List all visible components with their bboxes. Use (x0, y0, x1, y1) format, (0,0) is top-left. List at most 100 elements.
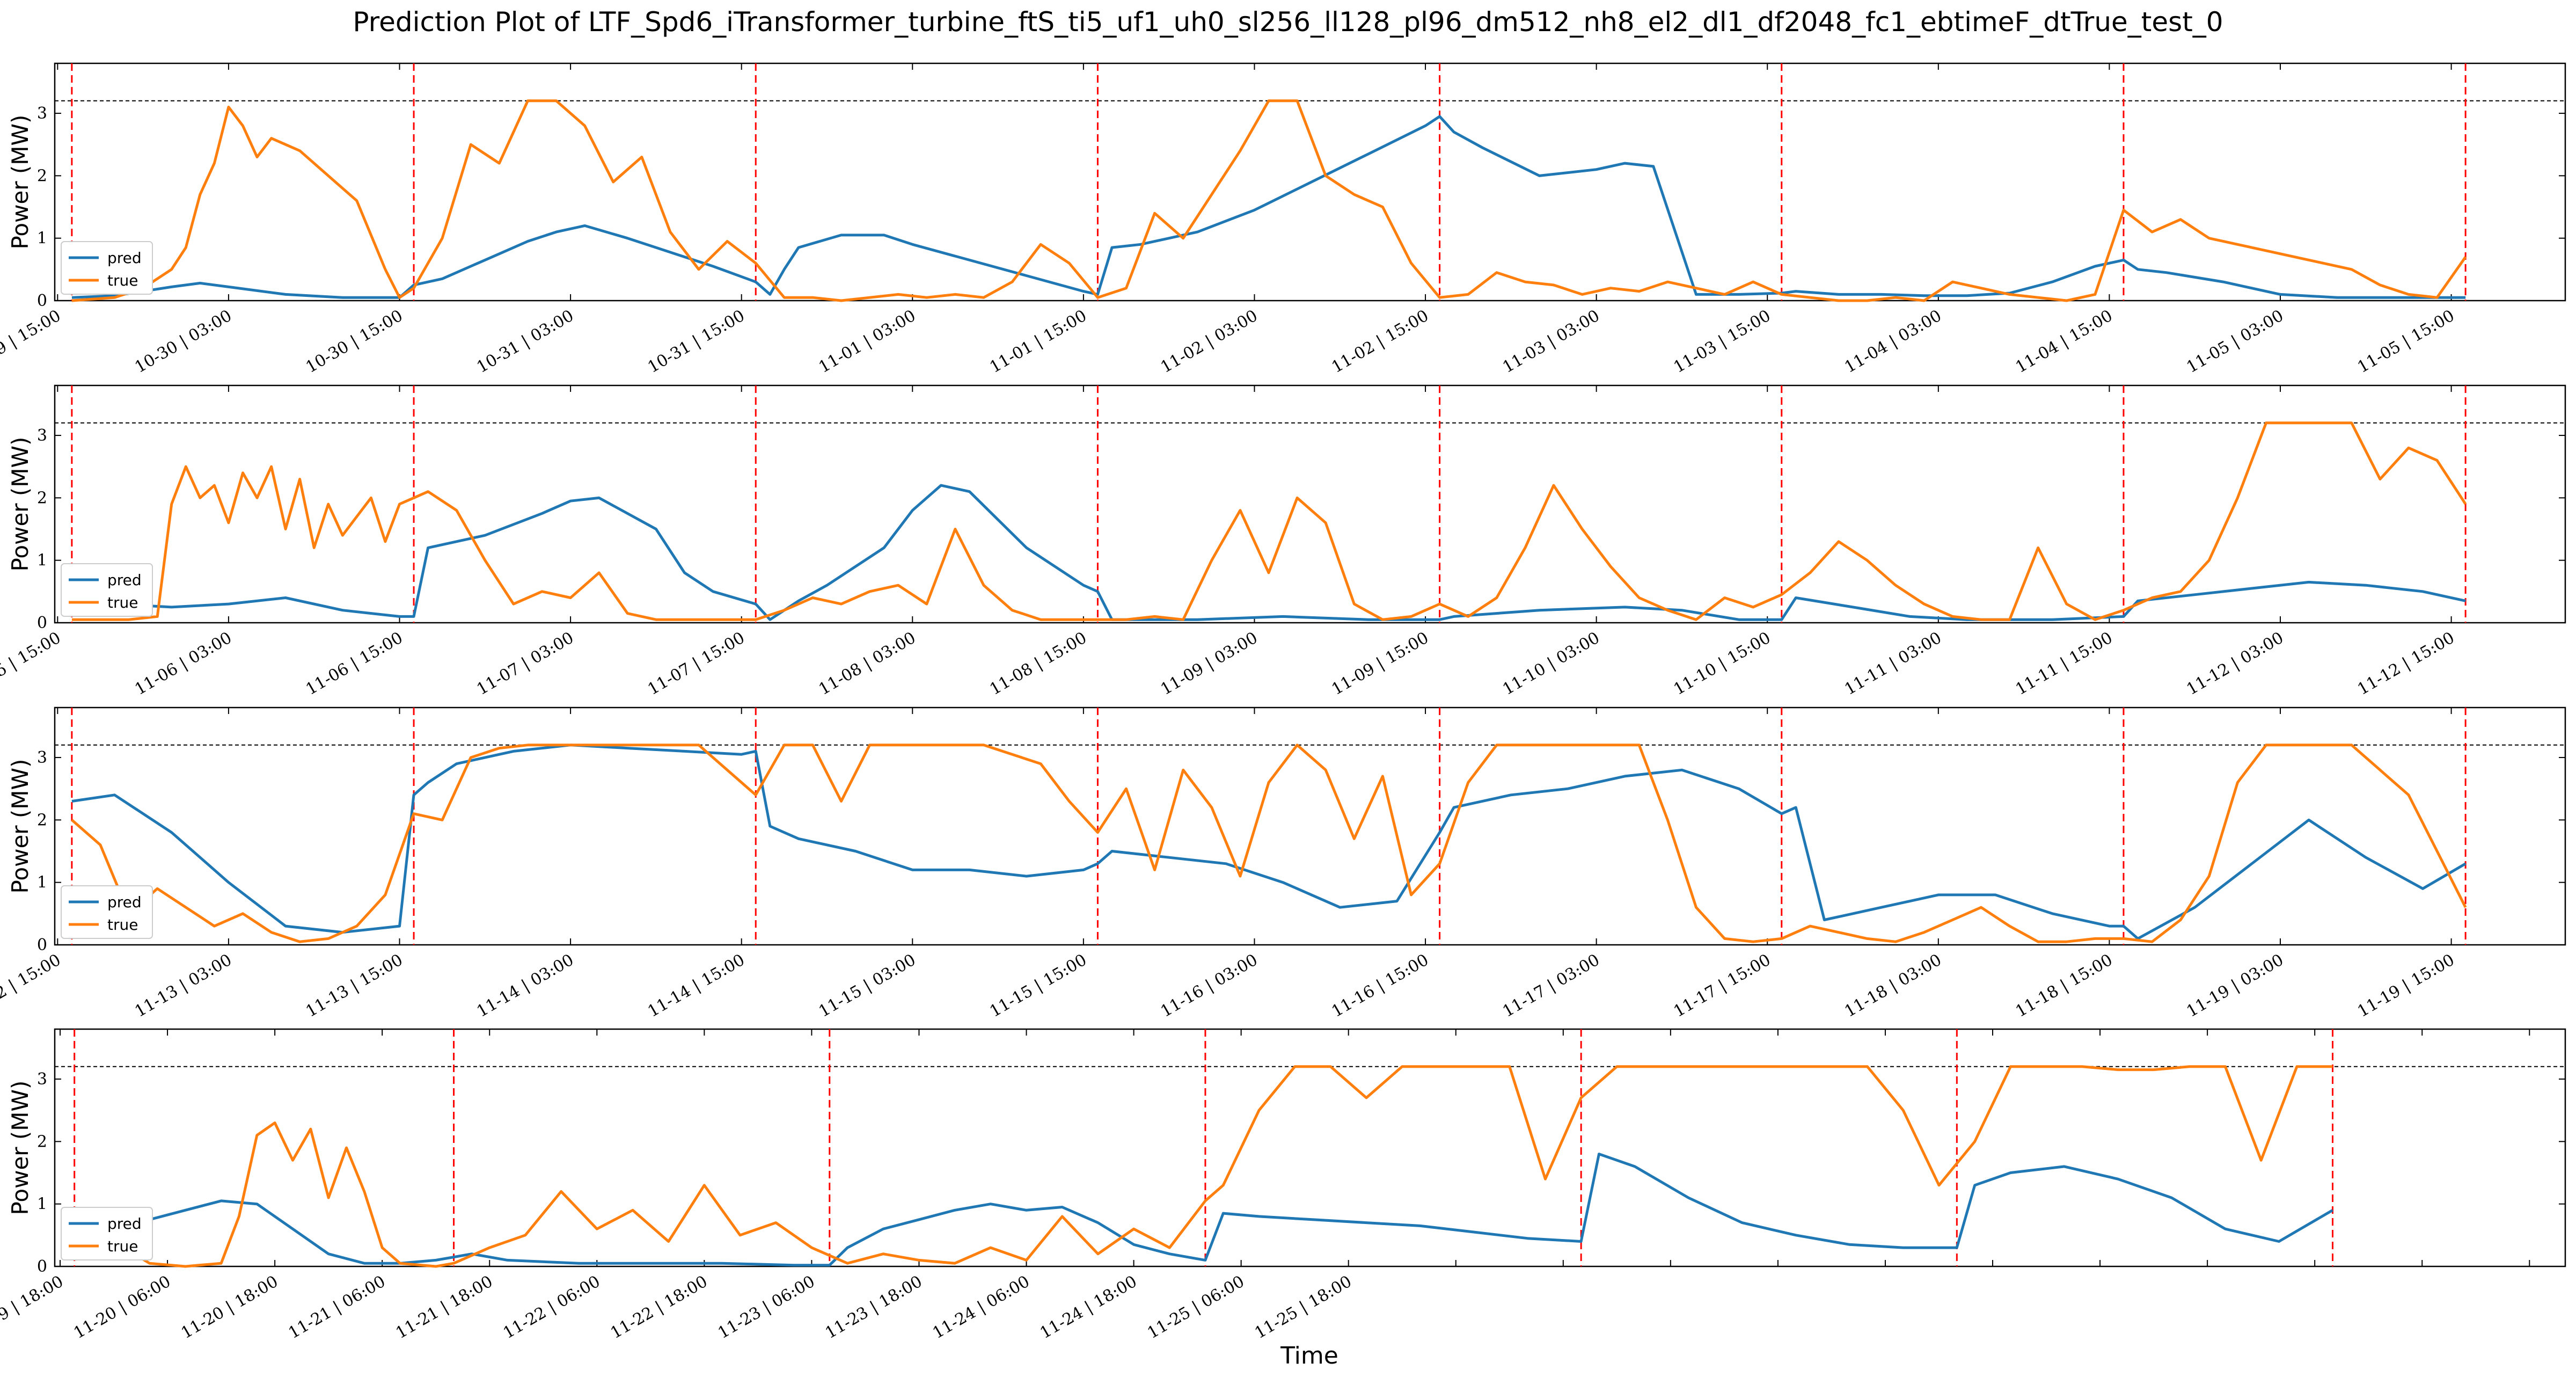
y-tick-label: 3 (37, 1070, 47, 1089)
y-tick-label: 3 (37, 104, 47, 123)
x-tick-label: 11-13 | 15:00 (303, 951, 406, 1021)
y-tick-label: 3 (37, 748, 47, 767)
legend: pred true (61, 885, 153, 939)
plot-frame (54, 1028, 2566, 1267)
x-tick-label: 11-05 | 15:00 (0, 629, 64, 699)
y-tick-label: 2 (37, 489, 47, 507)
y-tick-label: 0 (37, 614, 47, 632)
legend-label-pred: pred (107, 1215, 142, 1233)
x-tick-label: 11-19 | 18:00 (0, 1272, 67, 1343)
series-line-pred (71, 484, 2466, 621)
y-tick-label: 0 (37, 936, 47, 955)
y-tick-label: 2 (37, 1132, 47, 1151)
y-axis-label: Power (MW) (7, 115, 33, 250)
y-tick-label: 0 (37, 1257, 47, 1276)
x-tick-label: 10-30 | 15:00 (303, 307, 406, 377)
y-tick-label: 1 (37, 873, 47, 892)
legend: pred true (61, 563, 153, 617)
x-tick-label: 11-08 | 15:00 (986, 629, 1090, 699)
x-tick-label: 11-25 | 06:00 (1144, 1272, 1248, 1343)
x-tick-label: 11-03 | 15:00 (1671, 307, 1774, 377)
series-line-true (77, 1065, 2333, 1268)
x-tick-label: 11-22 | 18:00 (608, 1272, 711, 1343)
x-tick-label: 11-13 | 03:00 (131, 951, 235, 1021)
x-tick-label: 11-18 | 03:00 (1841, 951, 1945, 1021)
x-tick-label: 10-29 | 15:00 (0, 307, 64, 377)
x-tick-label: 11-24 | 18:00 (1037, 1272, 1140, 1343)
plot-frame (54, 384, 2566, 624)
x-tick-label: 11-20 | 06:00 (71, 1272, 174, 1343)
x-tick-label: 11-14 | 03:00 (474, 951, 577, 1021)
x-tick-label: 11-06 | 03:00 (131, 629, 235, 699)
plot-frame (54, 62, 2566, 302)
x-tick-label: 11-23 | 06:00 (715, 1272, 818, 1343)
x-tick-label: 11-01 | 15:00 (986, 307, 1090, 377)
legend-label-pred: pred (107, 249, 142, 267)
x-tick-label: 11-10 | 03:00 (1499, 629, 1603, 699)
x-tick-label: 11-19 | 03:00 (2183, 951, 2287, 1021)
y-tick-label: 2 (37, 166, 47, 185)
x-tick-label: 11-10 | 15:00 (1671, 629, 1774, 699)
x-tick-label: 11-21 | 18:00 (393, 1272, 496, 1343)
legend-label-true: true (107, 1237, 138, 1255)
legend-label-true: true (107, 594, 138, 611)
legend: pred true (61, 1207, 153, 1261)
y-axis-label: Power (MW) (7, 437, 33, 572)
x-tick-label: 11-08 | 03:00 (816, 629, 919, 699)
x-tick-label: 11-11 | 15:00 (2012, 629, 2116, 699)
series-line-pred (71, 115, 2466, 299)
x-tick-label: 11-04 | 03:00 (1841, 307, 1945, 377)
legend-label-pred: pred (107, 893, 142, 911)
y-tick-label: 2 (37, 811, 47, 829)
series-line-true (71, 421, 2467, 621)
x-axis-label: Time (1280, 1342, 1338, 1369)
x-tick-label: 10-31 | 15:00 (645, 307, 748, 377)
y-tick-label: 0 (37, 292, 47, 310)
x-tick-label: 11-12 | 15:00 (2354, 629, 2458, 699)
y-tick-label: 3 (37, 426, 47, 445)
x-tick-label: 11-04 | 15:00 (2012, 307, 2116, 377)
x-tick-label: 11-14 | 15:00 (645, 951, 748, 1021)
y-tick-label: 1 (37, 229, 47, 248)
x-tick-label: 11-05 | 15:00 (2354, 307, 2458, 377)
x-tick-label: 11-12 | 03:00 (2183, 629, 2287, 699)
x-tick-label: 11-07 | 15:00 (645, 629, 748, 699)
chart-title: Prediction Plot of LTF_Spd6_iTransformer… (353, 6, 2223, 38)
x-tick-label: 11-17 | 15:00 (1671, 951, 1774, 1021)
x-tick-label: 11-19 | 15:00 (2354, 951, 2458, 1021)
x-tick-label: 11-02 | 15:00 (1329, 307, 1432, 377)
y-axis-label: Power (MW) (7, 759, 33, 894)
x-tick-label: 11-17 | 03:00 (1499, 951, 1603, 1021)
x-tick-label: 11-07 | 03:00 (474, 629, 577, 699)
series-line-pred (71, 744, 2467, 940)
legend-label-pred: pred (107, 571, 142, 589)
legend: pred true (61, 241, 153, 295)
x-tick-label: 11-25 | 18:00 (1252, 1272, 1355, 1343)
series-line-pred (77, 1153, 2333, 1267)
x-tick-label: 11-12 | 15:00 (0, 951, 64, 1021)
y-axis-label: Power (MW) (7, 1081, 33, 1215)
x-tick-label: 11-01 | 03:00 (816, 307, 919, 377)
x-tick-label: 11-05 | 03:00 (2183, 307, 2287, 377)
x-tick-label: 11-18 | 15:00 (2012, 951, 2116, 1021)
y-tick-label: 1 (37, 1195, 47, 1214)
x-tick-label: 11-21 | 06:00 (286, 1272, 389, 1343)
x-tick-label: 10-30 | 03:00 (131, 307, 235, 377)
x-tick-label: 11-09 | 15:00 (1329, 629, 1432, 699)
x-tick-label: 11-09 | 03:00 (1158, 629, 1261, 699)
x-tick-label: 11-06 | 15:00 (303, 629, 406, 699)
legend-label-true: true (107, 272, 138, 289)
x-tick-label: 11-02 | 03:00 (1158, 307, 1261, 377)
x-tick-label: 11-11 | 03:00 (1841, 629, 1945, 699)
x-tick-label: 11-16 | 15:00 (1329, 951, 1432, 1021)
legend-label-true: true (107, 916, 138, 934)
x-tick-label: 11-22 | 06:00 (500, 1272, 604, 1343)
x-tick-label: 10-31 | 03:00 (474, 307, 577, 377)
x-tick-label: 11-24 | 06:00 (930, 1272, 1033, 1343)
x-tick-label: 11-20 | 18:00 (178, 1272, 282, 1343)
x-tick-label: 11-23 | 18:00 (822, 1272, 926, 1343)
